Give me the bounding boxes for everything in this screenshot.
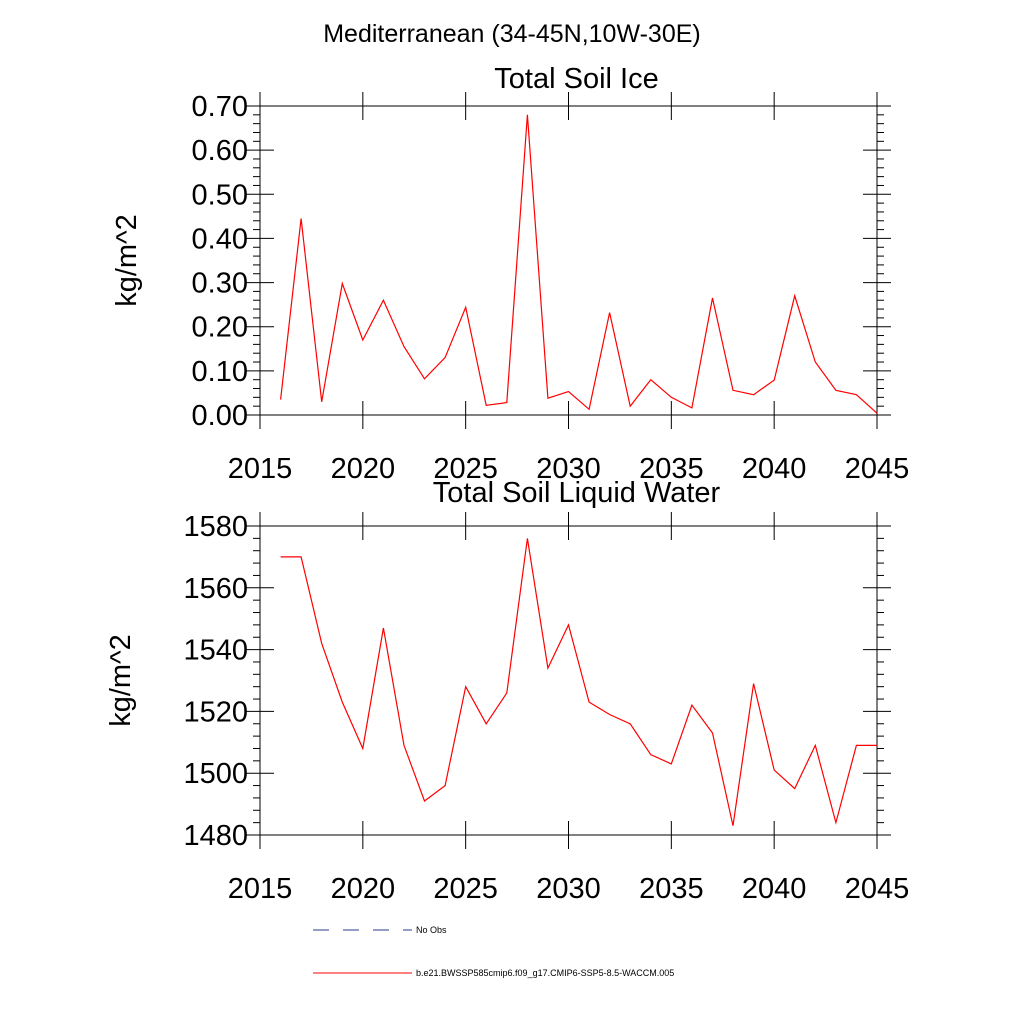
ice-chart-title: Total Soil Ice [494, 63, 658, 95]
legend: No Obs b.e21.BWSSP585cmip6.f09_g17.CMIP6… [313, 925, 674, 978]
water-y-tick-label: 1520 [183, 696, 248, 728]
water-y-tick-label: 1500 [183, 758, 248, 790]
water-x-tick-label: 2045 [845, 873, 910, 905]
ice-y-tick-label: 0.70 [192, 91, 248, 123]
water-x-tick-label: 2025 [433, 873, 498, 905]
ice-x-tick-label: 2040 [742, 453, 807, 485]
ice-x-tick-label: 2030 [536, 453, 601, 485]
water-y-tick-label: 1580 [183, 511, 248, 543]
water-y-tick-label: 1560 [183, 573, 248, 605]
water-x-tick-label: 2035 [639, 873, 704, 905]
ice-y-tick-label: 0.50 [192, 179, 248, 211]
ice-y-tick-label: 0.30 [192, 268, 248, 300]
water-series-line-0 [280, 538, 877, 826]
water-y-tick-label: 1540 [183, 635, 248, 667]
water-plot-frame [259, 525, 878, 836]
legend-label-model: b.e21.BWSSP585cmip6.f09_g17.CMIP6-SSP5-8… [416, 968, 674, 978]
water-y-axis-label: kg/m^2 [105, 634, 137, 727]
water-x-tick-label: 2040 [742, 873, 807, 905]
ice-x-tick-label: 2035 [639, 453, 704, 485]
ice-y-tick-label: 0.10 [192, 356, 248, 388]
water-x-tick-label: 2015 [228, 873, 293, 905]
water-chart-title: Total Soil Liquid Water [433, 477, 721, 509]
ice-y-tick-label: 0.40 [192, 223, 248, 255]
ice-y-axis-label: kg/m^2 [111, 214, 143, 307]
ice-y-tick-label: 0.00 [192, 400, 248, 432]
ice-x-tick-label: 2020 [331, 453, 396, 485]
figure-title: Mediterranean (34-45N,10W-30E) [323, 20, 701, 48]
ice-x-tick-label: 2025 [433, 453, 498, 485]
legend-label-no-obs: No Obs [416, 925, 447, 935]
ice-y-tick-label: 0.20 [192, 312, 248, 344]
ice-series-line-0 [280, 114, 878, 414]
water-x-tick-label: 2030 [536, 873, 601, 905]
ice-x-tick-label: 2045 [845, 453, 910, 485]
ice-x-tick-label: 2015 [228, 453, 293, 485]
water-y-tick-label: 1480 [183, 820, 248, 852]
water-x-tick-label: 2020 [331, 873, 396, 905]
ice-y-tick-label: 0.60 [192, 135, 248, 167]
ice-plot-frame [259, 105, 878, 416]
